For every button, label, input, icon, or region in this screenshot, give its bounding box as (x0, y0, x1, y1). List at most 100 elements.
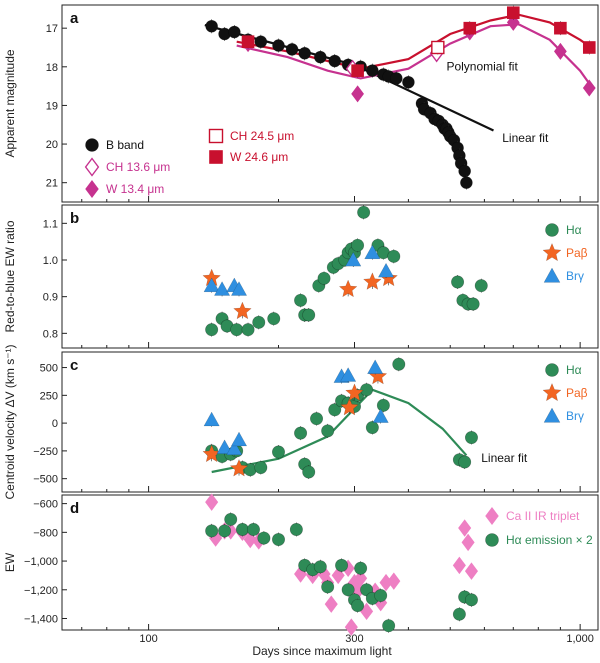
panel-d-ylabel: EW (3, 552, 17, 572)
panel-d-frame (61, 494, 599, 631)
legend-c-marker (545, 363, 559, 377)
panel-d-point (313, 560, 327, 574)
panel-c-frame (61, 351, 599, 493)
panel-d-point (205, 524, 219, 538)
panel-b-point (213, 281, 231, 296)
panel-b-point (302, 308, 316, 322)
panel-c-point (365, 421, 379, 435)
panel-b-letter: b (70, 210, 79, 227)
panel-d-ytick-label: −800 (33, 527, 58, 539)
legend-b-label: Brγ (566, 269, 584, 283)
panel-b-point (233, 301, 252, 320)
panel-b-point (357, 205, 371, 219)
legend-c-marker (542, 382, 562, 402)
panel-c-point (230, 431, 248, 447)
panel-c-point (372, 408, 389, 423)
panel-a-point (285, 43, 299, 56)
panel-a-letter: a (70, 10, 79, 27)
panel-a-point (205, 19, 218, 33)
panel-c-point (226, 440, 243, 456)
panel-d-ytick-label: −600 (33, 499, 58, 511)
legend-a-left-marker (85, 180, 99, 198)
panel-b-point (241, 323, 255, 337)
panel-b-point (362, 272, 382, 290)
panel-d-point (341, 583, 355, 597)
panel-c-ytick-label: −500 (33, 474, 58, 486)
panel-d-point (464, 593, 478, 607)
panel-a-point (272, 39, 285, 52)
panel-b-frame (61, 204, 599, 349)
legend-a-left-label: CH 13.6 μm (106, 160, 170, 174)
x-tick-label: 100 (139, 633, 157, 645)
panel-a-ytick-label: 17 (46, 23, 58, 35)
panel-c-point (328, 403, 342, 417)
legend-b-marker (545, 223, 559, 237)
panel-b-point (387, 249, 401, 263)
panel-b-point (230, 323, 244, 337)
panel-a-point (351, 64, 364, 77)
panel-b-point (230, 281, 248, 296)
panel-a-point (458, 164, 471, 178)
panel-a-point (390, 72, 403, 85)
legend-a-left-label: W 13.4 μm (106, 182, 164, 196)
panel-b-point (364, 244, 381, 260)
panel-frames (61, 4, 599, 631)
panel-b-point (474, 279, 488, 293)
legend-d-label: Hα emission × 2 (506, 533, 593, 547)
panel-a-point (314, 50, 327, 64)
panel-d-point (382, 619, 396, 633)
panel-d-letter: d (70, 500, 79, 517)
panel-c-point (229, 458, 249, 477)
panel-b-ytick-label: 1.0 (43, 255, 58, 267)
panel-c-ytick-label: 0 (52, 418, 58, 430)
panel-d-point (354, 561, 368, 575)
legend-d-marker (485, 533, 499, 547)
panel-c-point (376, 398, 390, 412)
legend-c-marker (543, 407, 561, 423)
panel-a-point (241, 35, 255, 48)
panel-b-point (338, 279, 358, 298)
panel-c-point (458, 455, 472, 469)
panel-c-point (203, 411, 220, 427)
legend-d-label: Ca II IR triplet (506, 509, 580, 523)
panel-a-point (554, 42, 567, 60)
panel-c-point (310, 412, 324, 426)
panel-d-point (272, 533, 286, 547)
panel-c-point (340, 367, 357, 382)
panel-d-point (461, 533, 475, 552)
panel-c-point (392, 357, 406, 371)
panel-a-point (402, 75, 415, 89)
panel-d-point (257, 531, 271, 545)
legend-c-label: Brγ (566, 409, 584, 423)
panel-a-ytick-label: 20 (46, 139, 58, 151)
panel-a-point (228, 25, 241, 39)
panel-a-point (366, 64, 379, 77)
panel-b-ytick-label: 0.9 (43, 292, 58, 304)
panel-a-fit-line (236, 13, 592, 70)
panel-b-point (451, 275, 465, 289)
panel-a-point (254, 35, 268, 48)
panel-d-point (335, 558, 349, 572)
panel-a-point (554, 21, 567, 35)
panel-d-point (218, 524, 232, 538)
panel-d-point (289, 522, 303, 536)
panel-d-point (351, 599, 365, 613)
panel-d-point (243, 530, 257, 549)
panel-b-point (351, 238, 365, 252)
legend-c-label: Hα (566, 363, 582, 377)
panel-b-ytick-label: 1.1 (43, 218, 58, 230)
panel-b-point (252, 315, 266, 329)
panel-d-point (344, 618, 358, 636)
panel-c-ylabel: Centroid velocity ΔV (km s⁻¹) (3, 344, 17, 499)
legend-a-left-marker (85, 138, 99, 152)
panel-c-point (254, 461, 268, 475)
panel-a-ytick-label: 21 (46, 178, 58, 190)
panel-c-point (360, 383, 374, 397)
panel-d-ytick-label: −1,400 (24, 614, 58, 626)
legend-b-label: Hα (566, 223, 582, 237)
panel-c-ytick-label: −250 (33, 446, 58, 458)
x-tick-label: 300 (345, 633, 363, 645)
panel-c-point (367, 359, 384, 374)
panel-a-point (582, 79, 596, 97)
